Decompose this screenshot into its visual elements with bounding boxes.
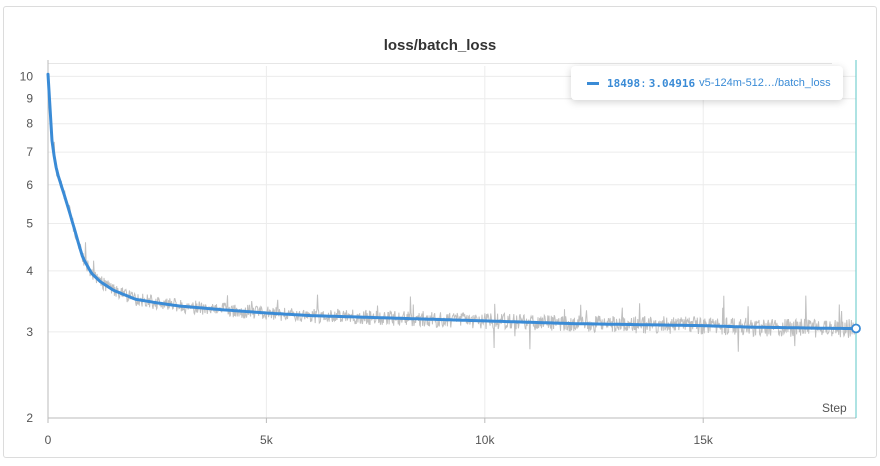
hover-legend: 18498: 3.04916 v5-124m-512…/batch_loss <box>571 66 843 100</box>
x-tick-label: 15k <box>694 433 714 447</box>
x-tick-label: 10k <box>475 433 495 447</box>
y-tick-label: 7 <box>26 145 33 159</box>
y-tick-label: 4 <box>26 264 33 278</box>
legend-step: 18498 <box>607 76 641 90</box>
y-tick-label: 5 <box>26 216 33 230</box>
hover-marker <box>851 60 861 418</box>
y-tick-labels: 2 3 4 5 6 7 8 9 10 <box>20 69 34 425</box>
y-tick-label: 2 <box>26 411 33 425</box>
grid-lines <box>48 66 856 419</box>
x-axis-label: Step <box>822 401 847 415</box>
axes <box>47 60 856 423</box>
legend-swatch <box>587 81 599 85</box>
y-tick-label: 8 <box>26 117 33 131</box>
raw-series <box>47 80 857 352</box>
y-tick-label: 3 <box>26 325 33 339</box>
title-divider <box>48 63 832 64</box>
y-tick-label: 10 <box>20 69 34 83</box>
y-tick-label: 6 <box>26 178 33 192</box>
raw-loss-line <box>47 80 857 352</box>
hover-point <box>851 323 861 334</box>
x-tick-labels: 0 5k 10k 15k <box>45 433 714 447</box>
y-tick-label: 9 <box>26 92 33 106</box>
x-tick-label: 0 <box>45 433 52 447</box>
legend-colon: : <box>640 76 647 90</box>
smoothed-series <box>46 72 858 330</box>
smoothed-loss-line <box>46 72 858 330</box>
x-tick-label: 5k <box>260 433 274 447</box>
chart-title: loss/batch_loss <box>383 37 497 54</box>
legend-value: 3.04916 <box>648 76 696 90</box>
legend-series-name: v5-124m-512…/batch_loss <box>699 77 831 89</box>
